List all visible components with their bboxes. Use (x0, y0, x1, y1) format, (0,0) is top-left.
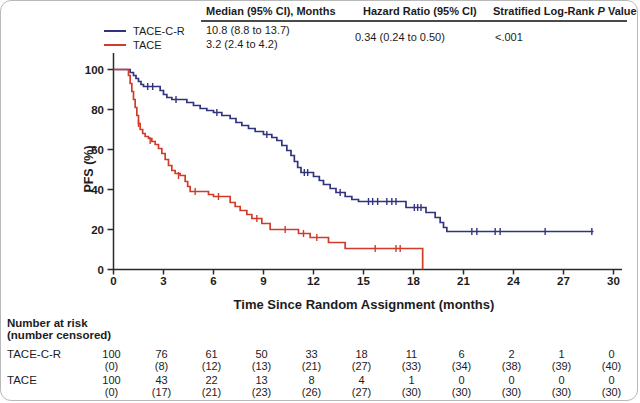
y-tick-label: 40 (91, 184, 104, 196)
risk-at-risk-cell: 8 (284, 374, 340, 386)
risk-censored-cell: (21) (284, 360, 340, 372)
risk-censored-cell: (0) (84, 360, 140, 372)
km-curve-tace (114, 70, 423, 270)
x-tick-label: 12 (307, 275, 320, 287)
risk-censored-cell: (0) (84, 386, 140, 398)
risk-at-risk-cell: 13 (234, 374, 290, 386)
risk-row-label-tace-c-r: TACE-C-R (7, 348, 61, 360)
y-tick-label: 100 (85, 64, 104, 76)
risk-at-risk-cell: 43 (134, 374, 190, 386)
x-tick-label: 0 (110, 275, 116, 287)
risk-at-risk-cell: 33 (284, 348, 340, 360)
risk-table-title-line2: (number censored) (7, 329, 111, 341)
risk-censored-cell: (34) (434, 360, 490, 372)
risk-censored-cell: (39) (534, 360, 590, 372)
x-tick-label: 27 (557, 275, 570, 287)
risk-censored-cell: (30) (584, 386, 639, 398)
risk-censored-cell: (40) (584, 360, 639, 372)
risk-censored-cell: (30) (434, 386, 490, 398)
risk-at-risk-cell: 0 (484, 374, 540, 386)
risk-at-risk-cell: 0 (584, 374, 639, 386)
km-figure: Median (95% CI), Months Hazard Ratio (95… (0, 0, 638, 401)
x-tick-label: 30 (607, 275, 620, 287)
risk-at-risk-cell: 1 (384, 374, 440, 386)
x-tick-label: 21 (457, 275, 470, 287)
risk-at-risk-cell: 22 (184, 374, 240, 386)
risk-censored-cell: (27) (334, 386, 390, 398)
risk-at-risk-cell: 11 (384, 348, 440, 360)
y-tick-label: 20 (91, 224, 104, 236)
risk-censored-cell: (13) (234, 360, 290, 372)
x-tick-label: 24 (507, 275, 520, 287)
x-tick-label: 18 (407, 275, 420, 287)
risk-at-risk-cell: 100 (84, 374, 140, 386)
risk-censored-cell: (12) (184, 360, 240, 372)
km-curve-tace-c-r (114, 70, 594, 232)
y-tick-label: 80 (91, 104, 104, 116)
risk-at-risk-cell: 50 (234, 348, 290, 360)
risk-at-risk-cell: 76 (134, 348, 190, 360)
km-plot: 020406080100036912151821242730 (1, 1, 638, 401)
x-tick-label: 9 (260, 275, 266, 287)
risk-row-label-tace: TACE (7, 374, 37, 386)
risk-censored-cell: (33) (384, 360, 440, 372)
risk-at-risk-cell: 100 (84, 348, 140, 360)
x-tick-label: 3 (160, 275, 166, 287)
risk-censored-cell: (30) (384, 386, 440, 398)
risk-at-risk-cell: 0 (584, 348, 639, 360)
y-tick-label: 0 (98, 264, 104, 276)
x-tick-label: 6 (210, 275, 216, 287)
risk-at-risk-cell: 1 (534, 348, 590, 360)
risk-at-risk-cell: 61 (184, 348, 240, 360)
risk-at-risk-cell: 4 (334, 374, 390, 386)
risk-censored-cell: (8) (134, 360, 190, 372)
risk-censored-cell: (38) (484, 360, 540, 372)
risk-table-title-line1: Number at risk (7, 317, 88, 329)
risk-at-risk-cell: 2 (484, 348, 540, 360)
y-tick-label: 60 (91, 144, 104, 156)
risk-censored-cell: (26) (284, 386, 340, 398)
risk-censored-cell: (30) (534, 386, 590, 398)
x-tick-label: 15 (357, 275, 370, 287)
risk-at-risk-cell: 0 (534, 374, 590, 386)
risk-at-risk-cell: 0 (434, 374, 490, 386)
risk-censored-cell: (23) (234, 386, 290, 398)
risk-at-risk-cell: 18 (334, 348, 390, 360)
risk-censored-cell: (27) (334, 360, 390, 372)
risk-at-risk-cell: 6 (434, 348, 490, 360)
risk-censored-cell: (17) (134, 386, 190, 398)
risk-censored-cell: (30) (484, 386, 540, 398)
risk-censored-cell: (21) (184, 386, 240, 398)
